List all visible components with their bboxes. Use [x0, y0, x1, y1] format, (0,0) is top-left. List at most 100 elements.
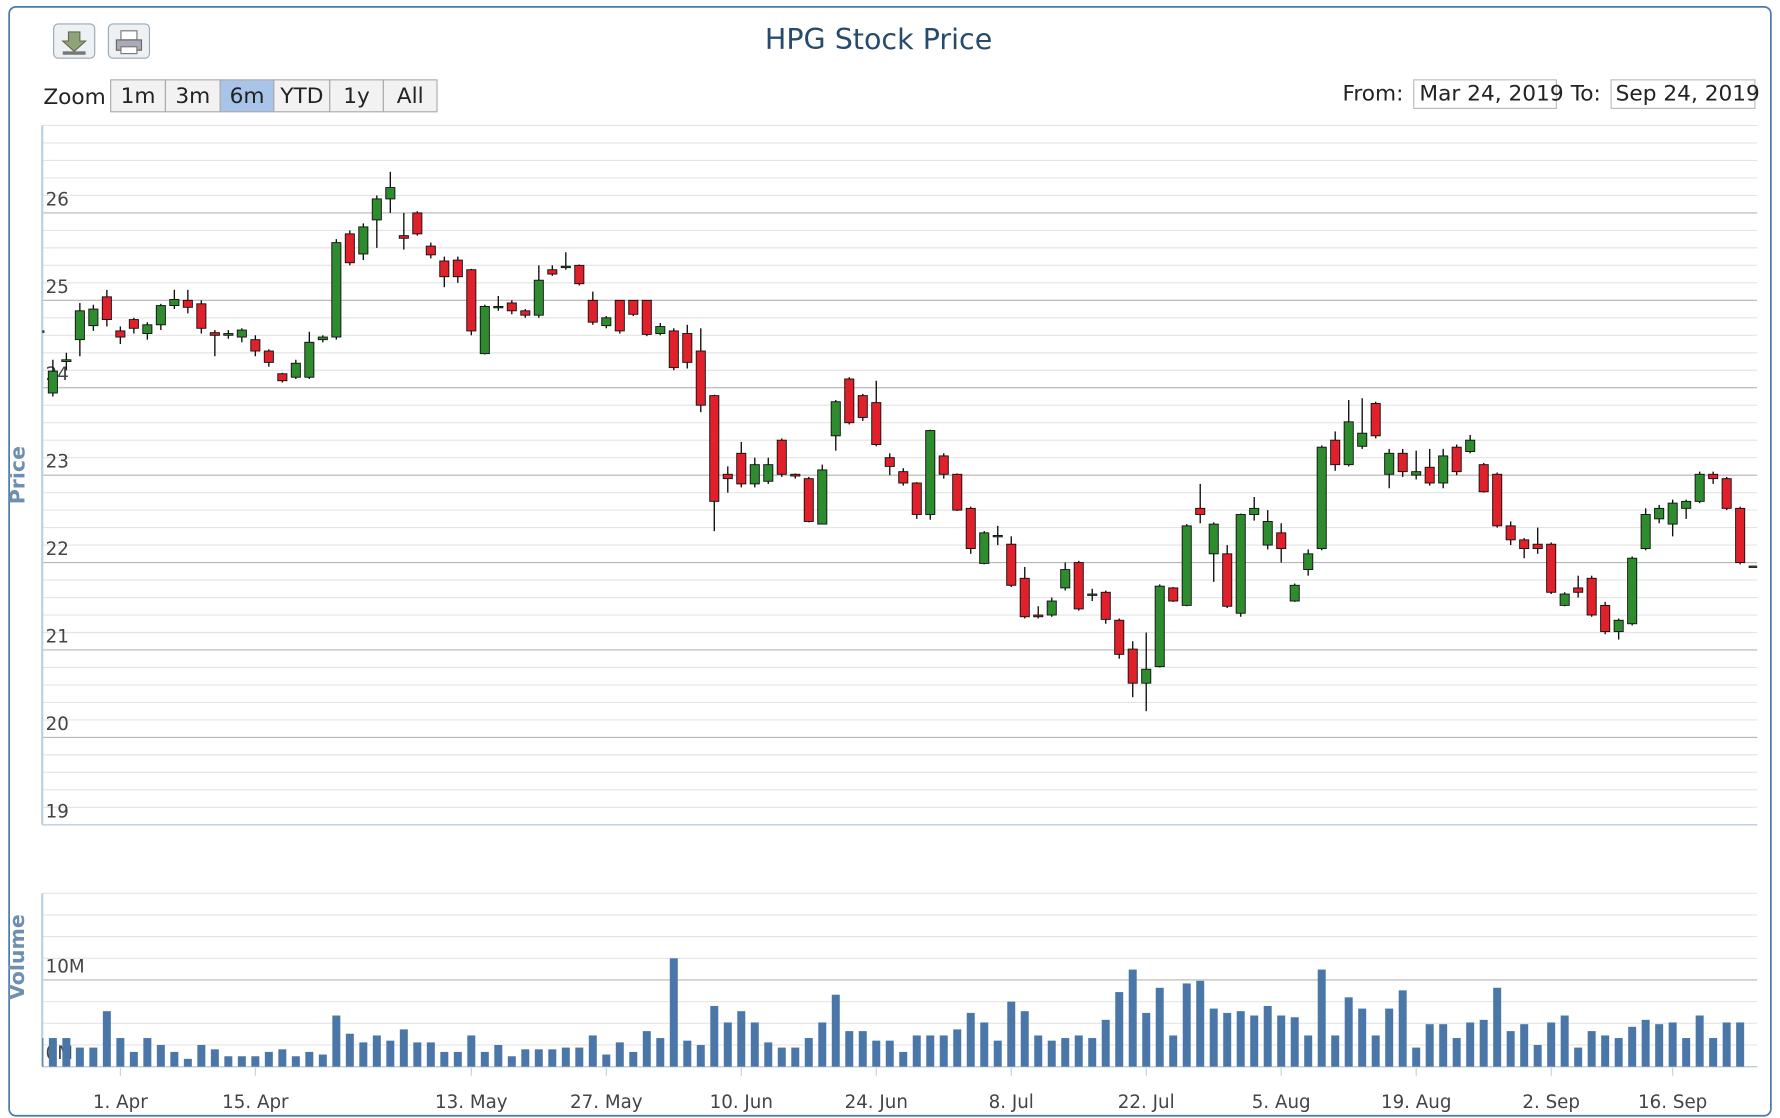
- candle-body: [898, 471, 909, 484]
- y-tick-label: 22: [46, 539, 69, 560]
- candle-body: [1519, 539, 1530, 550]
- candle-body: [466, 269, 477, 332]
- y-tick-label: 20: [46, 714, 69, 735]
- candle-body: [479, 305, 490, 355]
- volume-bar: [939, 1035, 948, 1067]
- volume-bar: [750, 1022, 759, 1067]
- volume-bar: [683, 1040, 692, 1067]
- candle-body: [884, 457, 895, 467]
- chart-title: HPG Stock Price: [765, 23, 992, 56]
- volume-bar: [170, 1051, 179, 1067]
- volume-bar: [629, 1051, 638, 1067]
- x-tick-label: 15. Apr: [222, 1092, 289, 1113]
- download-button[interactable]: [53, 23, 96, 59]
- volume-bar: [1425, 1024, 1434, 1067]
- candle-body: [115, 330, 126, 338]
- y-tick-label: 10M: [46, 956, 85, 977]
- volume-bar: [1061, 1038, 1070, 1067]
- candle-body: [1127, 648, 1138, 684]
- volume-bar: [1007, 1001, 1016, 1067]
- candle-body: [344, 233, 355, 264]
- zoom-label: Zoom: [43, 85, 105, 110]
- to-label: To:: [1570, 82, 1601, 107]
- volume-bar: [156, 1044, 165, 1067]
- candle-body: [277, 373, 288, 382]
- volume-bar: [1695, 1015, 1704, 1067]
- volume-bar: [1331, 1035, 1340, 1067]
- zoom-button[interactable]: 6m: [219, 79, 275, 113]
- from-label: From:: [1343, 82, 1404, 107]
- zoom-button[interactable]: 1m: [110, 79, 167, 113]
- volume-bar: [467, 1035, 476, 1067]
- volume-bar: [912, 1035, 921, 1067]
- candle-body: [952, 473, 963, 511]
- volume-bar: [1398, 990, 1407, 1067]
- candle-body: [1316, 446, 1327, 550]
- volume-bar: [885, 1040, 894, 1067]
- print-button[interactable]: [107, 23, 151, 59]
- volume-bar: [89, 1047, 98, 1067]
- candle-body: [1370, 403, 1381, 437]
- zoom-button-bg: [273, 79, 331, 113]
- volume-bar: [291, 1056, 300, 1067]
- volume-bar: [453, 1051, 462, 1067]
- volume-bar: [575, 1047, 584, 1067]
- volume-bar: [818, 1022, 827, 1067]
- candle-body: [1532, 543, 1543, 550]
- candle-body: [1654, 507, 1665, 520]
- volume-bar: [1736, 1022, 1745, 1067]
- y-tick-label: 26: [46, 189, 69, 210]
- candle-body: [317, 336, 328, 341]
- zoom-button[interactable]: YTD: [273, 79, 331, 113]
- volume-bar: [1439, 1024, 1448, 1067]
- candle-body: [1600, 604, 1611, 633]
- zoom-button-label: 6m: [230, 84, 265, 109]
- candle-body: [1640, 514, 1651, 550]
- candle-body: [1154, 585, 1165, 668]
- candle-body: [169, 298, 180, 307]
- candle-body: [493, 305, 504, 309]
- candle-body: [1546, 543, 1557, 593]
- candle-body: [695, 350, 706, 406]
- volume-bar: [494, 1044, 503, 1067]
- zoom-button[interactable]: 3m: [164, 79, 221, 113]
- candle-body: [1276, 532, 1287, 550]
- volume-bar: [426, 1042, 435, 1067]
- candle-body: [547, 269, 558, 275]
- volume-bar: [926, 1035, 935, 1067]
- volume-bar: [1628, 1026, 1637, 1067]
- volume-bar: [372, 1035, 381, 1067]
- candle-body: [250, 339, 261, 352]
- candle-body: [614, 299, 625, 332]
- zoom-button[interactable]: All: [382, 79, 438, 113]
- zoom-button[interactable]: 1y: [329, 79, 384, 113]
- candle-body: [412, 212, 423, 235]
- volume-bar: [561, 1047, 570, 1067]
- candle-body: [1613, 619, 1624, 633]
- candle-body: [142, 324, 153, 334]
- zoom-button-bg: [329, 79, 384, 113]
- to-input[interactable]: [1610, 79, 1756, 109]
- volume-bar: [669, 958, 678, 1067]
- candle-body: [709, 395, 720, 502]
- candle-body: [1249, 507, 1260, 515]
- candle-body: [925, 430, 936, 515]
- volume-bar: [1128, 969, 1137, 1067]
- from-input[interactable]: [1413, 79, 1557, 109]
- volume-bar: [1344, 997, 1353, 1067]
- volume-bar: [1074, 1035, 1083, 1067]
- candle-body: [1060, 569, 1071, 589]
- candle-body: [628, 299, 639, 315]
- volume-bar: [1479, 1019, 1488, 1067]
- volume-bar: [305, 1051, 314, 1067]
- candle-body: [1073, 562, 1084, 610]
- candle-body: [992, 535, 1003, 538]
- volume-bar: [1466, 1022, 1475, 1067]
- volume-bar: [318, 1054, 327, 1067]
- candle-body: [1681, 500, 1692, 509]
- volume-bar: [521, 1049, 530, 1067]
- candle-body: [1627, 557, 1638, 625]
- volume-bar: [642, 1031, 651, 1067]
- volume-bar: [1655, 1024, 1664, 1067]
- candle-body: [1195, 507, 1206, 515]
